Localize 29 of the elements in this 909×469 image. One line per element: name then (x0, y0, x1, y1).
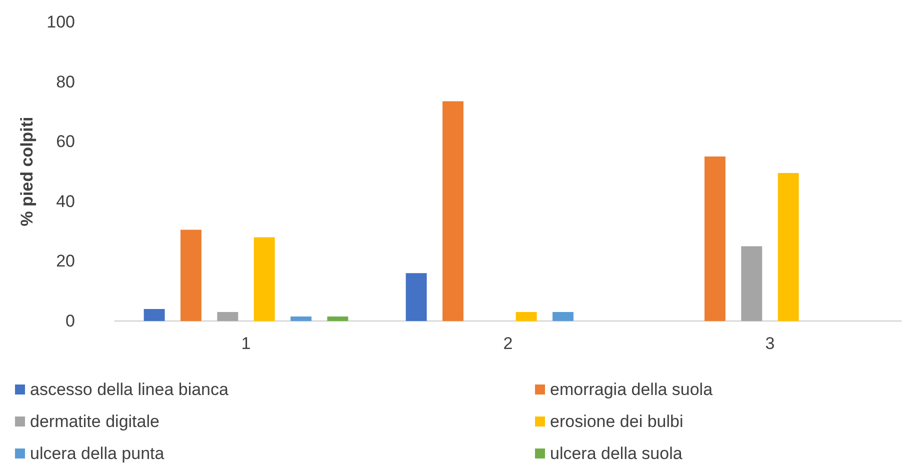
y-tick-label: 80 (56, 72, 75, 92)
legend-label: erosione dei bulbi (550, 412, 684, 431)
y-tick-label: 60 (56, 132, 75, 152)
bar (217, 312, 238, 321)
bar (516, 312, 537, 321)
legend-label: ulcera della punta (30, 444, 165, 463)
legend-label: ulcera della suola (550, 444, 683, 463)
y-tick-label: 40 (56, 192, 75, 211)
x-tick-label: 1 (241, 334, 251, 353)
bar (778, 172, 799, 321)
x-tick-label: 2 (503, 334, 513, 353)
bar (290, 316, 312, 321)
bar (552, 312, 574, 321)
bar (406, 273, 427, 321)
bar (254, 237, 275, 321)
bar (327, 316, 348, 321)
x-tick-label: 3 (765, 334, 775, 353)
legend-label: dermatite digitale (30, 412, 160, 431)
bar (180, 230, 202, 321)
bar (442, 101, 464, 321)
y-tick-label: 20 (56, 252, 75, 271)
y-tick-label: 100 (46, 12, 75, 32)
legend-label: emorragia della suola (550, 380, 714, 399)
legend-label: ascesso della linea bianca (30, 380, 230, 399)
bar (741, 246, 762, 321)
bar (704, 156, 726, 321)
y-axis-title: % pied colpiti (18, 116, 37, 226)
y-tick-label: 0 (66, 312, 75, 330)
bar (144, 309, 165, 321)
